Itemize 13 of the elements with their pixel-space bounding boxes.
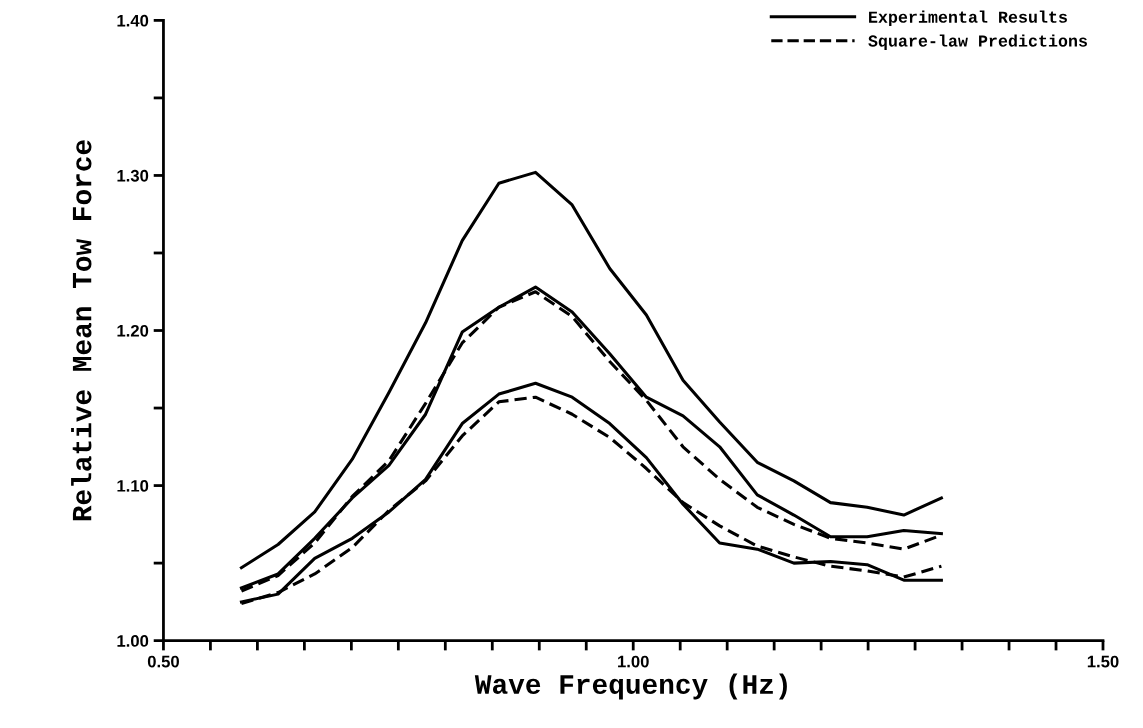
y-tick-label: 1.30 <box>117 169 149 182</box>
x-tick-label: 0.50 <box>147 655 179 668</box>
x-tick-label: 1.00 <box>618 655 649 668</box>
y-tick-label: 1.40 <box>117 14 149 27</box>
y-tick-label: 1.00 <box>117 635 149 647</box>
legend-label: Square-law Predictions <box>868 34 1087 50</box>
line-series <box>239 170 943 570</box>
x-tick-label: 1.50 <box>1087 655 1119 668</box>
x-axis-title: Wave Frequency (Hz) <box>474 673 787 700</box>
y-axis-title: Relative Mean Tow Force <box>71 140 92 521</box>
y-tick-label: 1.20 <box>117 324 149 337</box>
y-tick-label: 1.10 <box>117 479 149 492</box>
legend-label: Experimental Results <box>869 10 1067 27</box>
